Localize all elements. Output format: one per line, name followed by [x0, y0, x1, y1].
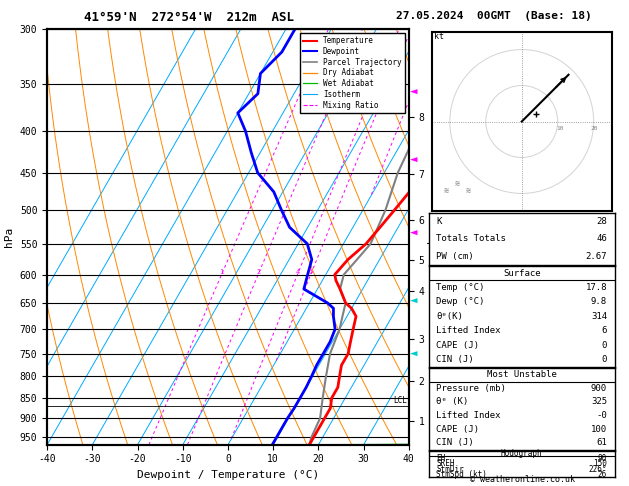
Text: 2: 2: [256, 269, 260, 275]
Text: Totals Totals: Totals Totals: [437, 234, 506, 243]
Text: 90: 90: [598, 454, 607, 463]
Text: 2.67: 2.67: [586, 252, 607, 260]
Text: StmSpd (kt): StmSpd (kt): [437, 470, 487, 479]
Text: © weatheronline.co.uk: © weatheronline.co.uk: [470, 475, 574, 484]
Text: ≋: ≋: [455, 179, 460, 188]
Text: 226°: 226°: [589, 465, 607, 474]
Text: 10: 10: [556, 126, 564, 132]
Text: Surface: Surface: [503, 269, 540, 278]
Text: EH: EH: [437, 454, 446, 463]
Text: 1: 1: [220, 269, 224, 275]
Text: θᵉ (K): θᵉ (K): [437, 398, 469, 406]
Legend: Temperature, Dewpoint, Parcel Trajectory, Dry Adiabat, Wet Adiabat, Isotherm, Mi: Temperature, Dewpoint, Parcel Trajectory…: [299, 33, 405, 113]
Text: -0: -0: [596, 411, 607, 420]
Text: ≋: ≋: [465, 187, 470, 195]
Text: ◄: ◄: [410, 227, 418, 240]
Text: 61: 61: [596, 438, 607, 447]
Text: 0: 0: [602, 341, 607, 350]
Text: 6: 6: [602, 326, 607, 335]
Text: ◄: ◄: [410, 154, 418, 167]
Text: 325: 325: [591, 398, 607, 406]
Text: 27.05.2024  00GMT  (Base: 18): 27.05.2024 00GMT (Base: 18): [396, 11, 592, 21]
Text: Lifted Index: Lifted Index: [437, 326, 501, 335]
Text: LCL: LCL: [394, 397, 408, 405]
Text: 5: 5: [309, 269, 313, 275]
Text: Lifted Index: Lifted Index: [437, 411, 501, 420]
Text: StmDir: StmDir: [437, 465, 464, 474]
Text: CAPE (J): CAPE (J): [437, 425, 479, 434]
Text: CIN (J): CIN (J): [437, 438, 474, 447]
Text: SREH: SREH: [437, 459, 455, 469]
Text: 46: 46: [596, 234, 607, 243]
Text: PW (cm): PW (cm): [437, 252, 474, 260]
Text: 17.8: 17.8: [586, 283, 607, 292]
Text: 150: 150: [593, 459, 607, 469]
Y-axis label: hPa: hPa: [4, 227, 14, 247]
Text: kt: kt: [433, 32, 443, 41]
Text: ◄: ◄: [410, 86, 418, 99]
Text: Hodograph: Hodograph: [501, 449, 543, 458]
X-axis label: Dewpoint / Temperature (°C): Dewpoint / Temperature (°C): [137, 470, 319, 480]
Text: 314: 314: [591, 312, 607, 321]
Text: CAPE (J): CAPE (J): [437, 341, 479, 350]
Text: 28: 28: [596, 217, 607, 226]
Text: ◄: ◄: [410, 348, 418, 361]
Text: 900: 900: [591, 384, 607, 393]
Text: ≋: ≋: [443, 187, 448, 195]
Text: ◄: ◄: [410, 295, 418, 308]
Text: 26: 26: [598, 470, 607, 479]
Text: Most Unstable: Most Unstable: [487, 370, 557, 379]
Text: Pressure (mb): Pressure (mb): [437, 384, 506, 393]
Text: CIN (J): CIN (J): [437, 355, 474, 364]
Text: 20: 20: [590, 126, 598, 132]
Text: Dewp (°C): Dewp (°C): [437, 297, 485, 307]
Text: 4: 4: [295, 269, 299, 275]
Text: 100: 100: [591, 425, 607, 434]
Text: 9.8: 9.8: [591, 297, 607, 307]
Text: 41°59'N  272°54'W  212m  ASL: 41°59'N 272°54'W 212m ASL: [84, 11, 294, 24]
Text: 0: 0: [602, 355, 607, 364]
Text: K: K: [437, 217, 442, 226]
Y-axis label: km
ASL: km ASL: [427, 228, 449, 246]
Text: θᵉ(K): θᵉ(K): [437, 312, 464, 321]
Text: Temp (°C): Temp (°C): [437, 283, 485, 292]
Text: Mixing Ratio (g/kg): Mixing Ratio (g/kg): [452, 181, 462, 293]
